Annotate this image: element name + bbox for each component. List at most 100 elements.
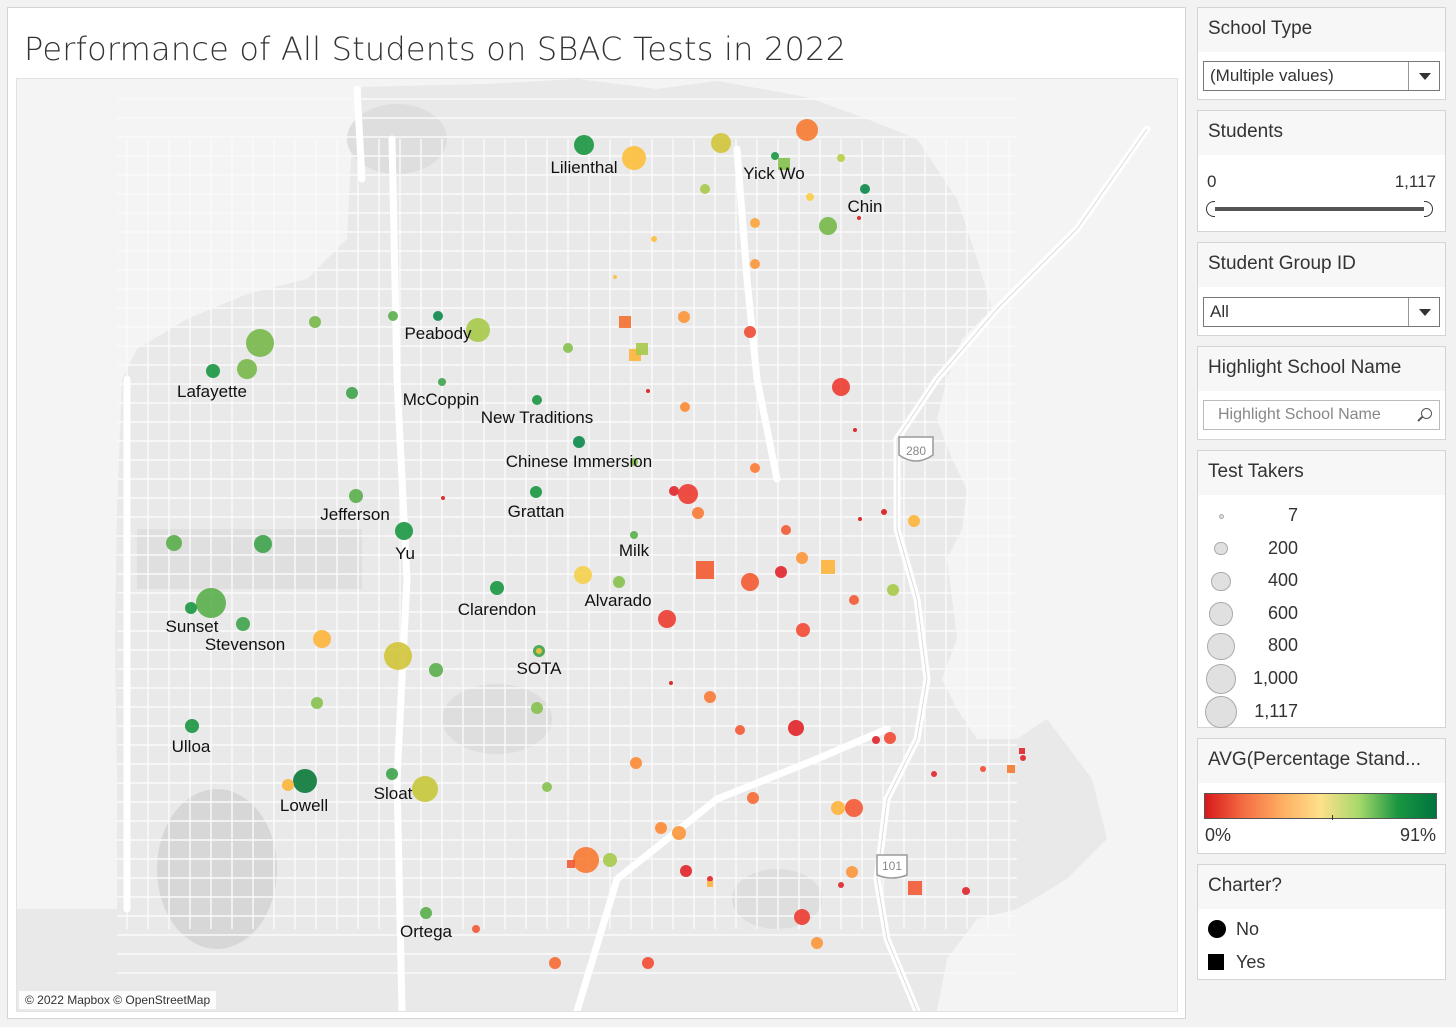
school-mark[interactable] xyxy=(236,617,250,631)
school-mark[interactable] xyxy=(490,581,504,595)
school-mark[interactable] xyxy=(744,326,756,338)
school-mark[interactable] xyxy=(750,259,760,269)
school-mark[interactable] xyxy=(530,486,542,498)
school-mark[interactable] xyxy=(420,907,432,919)
school-mark[interactable] xyxy=(246,329,274,357)
school-mark[interactable] xyxy=(349,489,363,503)
school-mark[interactable] xyxy=(857,216,861,220)
school-mark[interactable] xyxy=(775,566,787,578)
school-mark[interactable] xyxy=(532,395,542,405)
size-legend-label[interactable]: 600 xyxy=(1267,602,1298,623)
school-mark[interactable] xyxy=(788,720,804,736)
charter-yes-label[interactable]: Yes xyxy=(1236,952,1266,972)
school-mark[interactable] xyxy=(313,630,331,648)
school-mark[interactable] xyxy=(741,573,759,591)
school-mark[interactable] xyxy=(771,152,779,160)
school-mark[interactable] xyxy=(185,719,199,733)
school-mark[interactable] xyxy=(311,697,323,709)
size-legend-label[interactable]: 800 xyxy=(1267,635,1298,656)
charter-school-mark[interactable] xyxy=(1007,765,1015,773)
school-mark[interactable] xyxy=(466,318,490,342)
school-mark[interactable] xyxy=(613,576,625,588)
school-mark[interactable] xyxy=(531,702,543,714)
school-mark[interactable] xyxy=(574,566,592,584)
school-mark[interactable] xyxy=(573,436,585,448)
chevron-down-icon[interactable] xyxy=(1408,298,1439,326)
school-mark[interactable] xyxy=(651,236,657,242)
charter-school-mark[interactable] xyxy=(707,881,713,887)
school-mark[interactable] xyxy=(811,937,823,949)
school-mark[interactable] xyxy=(884,732,896,744)
charter-school-mark[interactable] xyxy=(619,316,631,328)
school-mark[interactable] xyxy=(853,428,857,432)
school-mark[interactable] xyxy=(655,822,667,834)
school-mark[interactable] xyxy=(630,531,638,539)
school-mark[interactable] xyxy=(796,119,818,141)
school-mark[interactable] xyxy=(962,887,970,895)
school-mark[interactable] xyxy=(750,463,760,473)
school-mark[interactable] xyxy=(472,925,480,933)
school-mark[interactable] xyxy=(438,378,446,386)
student-group-dropdown[interactable]: All xyxy=(1203,297,1440,327)
charter-school-mark[interactable] xyxy=(778,158,790,170)
school-mark[interactable] xyxy=(806,193,814,201)
school-mark[interactable] xyxy=(166,535,182,551)
school-mark[interactable] xyxy=(832,378,850,396)
school-mark[interactable] xyxy=(796,623,810,637)
charter-school-mark[interactable] xyxy=(908,881,922,895)
school-mark[interactable] xyxy=(735,725,745,735)
school-mark[interactable] xyxy=(781,525,791,535)
school-mark[interactable] xyxy=(678,311,690,323)
school-mark[interactable] xyxy=(658,610,676,628)
map-attribution[interactable]: © 2022 Mapbox © OpenStreetMap xyxy=(19,991,217,1009)
students-slider-max-handle[interactable] xyxy=(1424,201,1433,217)
school-mark[interactable] xyxy=(846,866,858,878)
school-mark[interactable] xyxy=(542,782,552,792)
school-mark[interactable] xyxy=(819,217,837,235)
school-mark[interactable] xyxy=(206,364,220,378)
school-mark[interactable] xyxy=(386,768,398,780)
school-mark[interactable] xyxy=(573,847,599,873)
students-slider-track[interactable] xyxy=(1212,207,1428,211)
school-mark[interactable] xyxy=(887,584,899,596)
size-legend-label[interactable]: 1,117 xyxy=(1254,700,1298,721)
school-mark[interactable] xyxy=(395,522,413,540)
school-mark[interactable] xyxy=(563,343,573,353)
school-mark[interactable] xyxy=(574,135,594,155)
school-mark[interactable] xyxy=(433,311,443,321)
school-mark[interactable] xyxy=(692,507,704,519)
school-mark[interactable] xyxy=(669,486,679,496)
chevron-down-icon[interactable] xyxy=(1408,62,1439,90)
school-mark[interactable] xyxy=(700,184,710,194)
school-mark[interactable] xyxy=(747,792,759,804)
school-mark[interactable] xyxy=(931,771,937,777)
school-mark[interactable] xyxy=(196,588,226,618)
school-mark[interactable] xyxy=(254,535,272,553)
charter-school-mark[interactable] xyxy=(696,561,714,579)
school-mark[interactable] xyxy=(1020,755,1026,761)
charter-school-mark[interactable] xyxy=(636,343,648,355)
charter-school-mark[interactable] xyxy=(1019,748,1025,754)
size-legend-label[interactable]: 1,000 xyxy=(1252,668,1298,688)
school-mark[interactable] xyxy=(872,736,880,744)
school-mark[interactable] xyxy=(860,184,870,194)
school-mark[interactable] xyxy=(630,458,638,466)
school-mark[interactable] xyxy=(837,154,845,162)
school-mark[interactable] xyxy=(672,826,686,840)
school-mark[interactable] xyxy=(845,799,863,817)
size-legend-label[interactable]: 200 xyxy=(1267,537,1298,558)
school-map[interactable]: 280 101 Lilienthal Yick Wo Chin Peabody Lafa… xyxy=(16,78,1178,1012)
school-mark[interactable] xyxy=(309,316,321,328)
school-mark[interactable] xyxy=(642,957,654,969)
school-mark[interactable] xyxy=(441,496,445,500)
school-mark[interactable] xyxy=(622,146,646,170)
school-mark[interactable] xyxy=(669,681,673,685)
school-mark[interactable] xyxy=(384,642,412,670)
school-mark[interactable] xyxy=(388,311,398,321)
charter-no-label[interactable]: No xyxy=(1236,919,1260,939)
size-legend-label[interactable]: 7 xyxy=(1287,505,1298,525)
school-mark[interactable] xyxy=(707,876,713,882)
school-mark[interactable] xyxy=(831,801,845,815)
school-mark[interactable] xyxy=(908,515,920,527)
school-mark[interactable] xyxy=(838,882,844,888)
